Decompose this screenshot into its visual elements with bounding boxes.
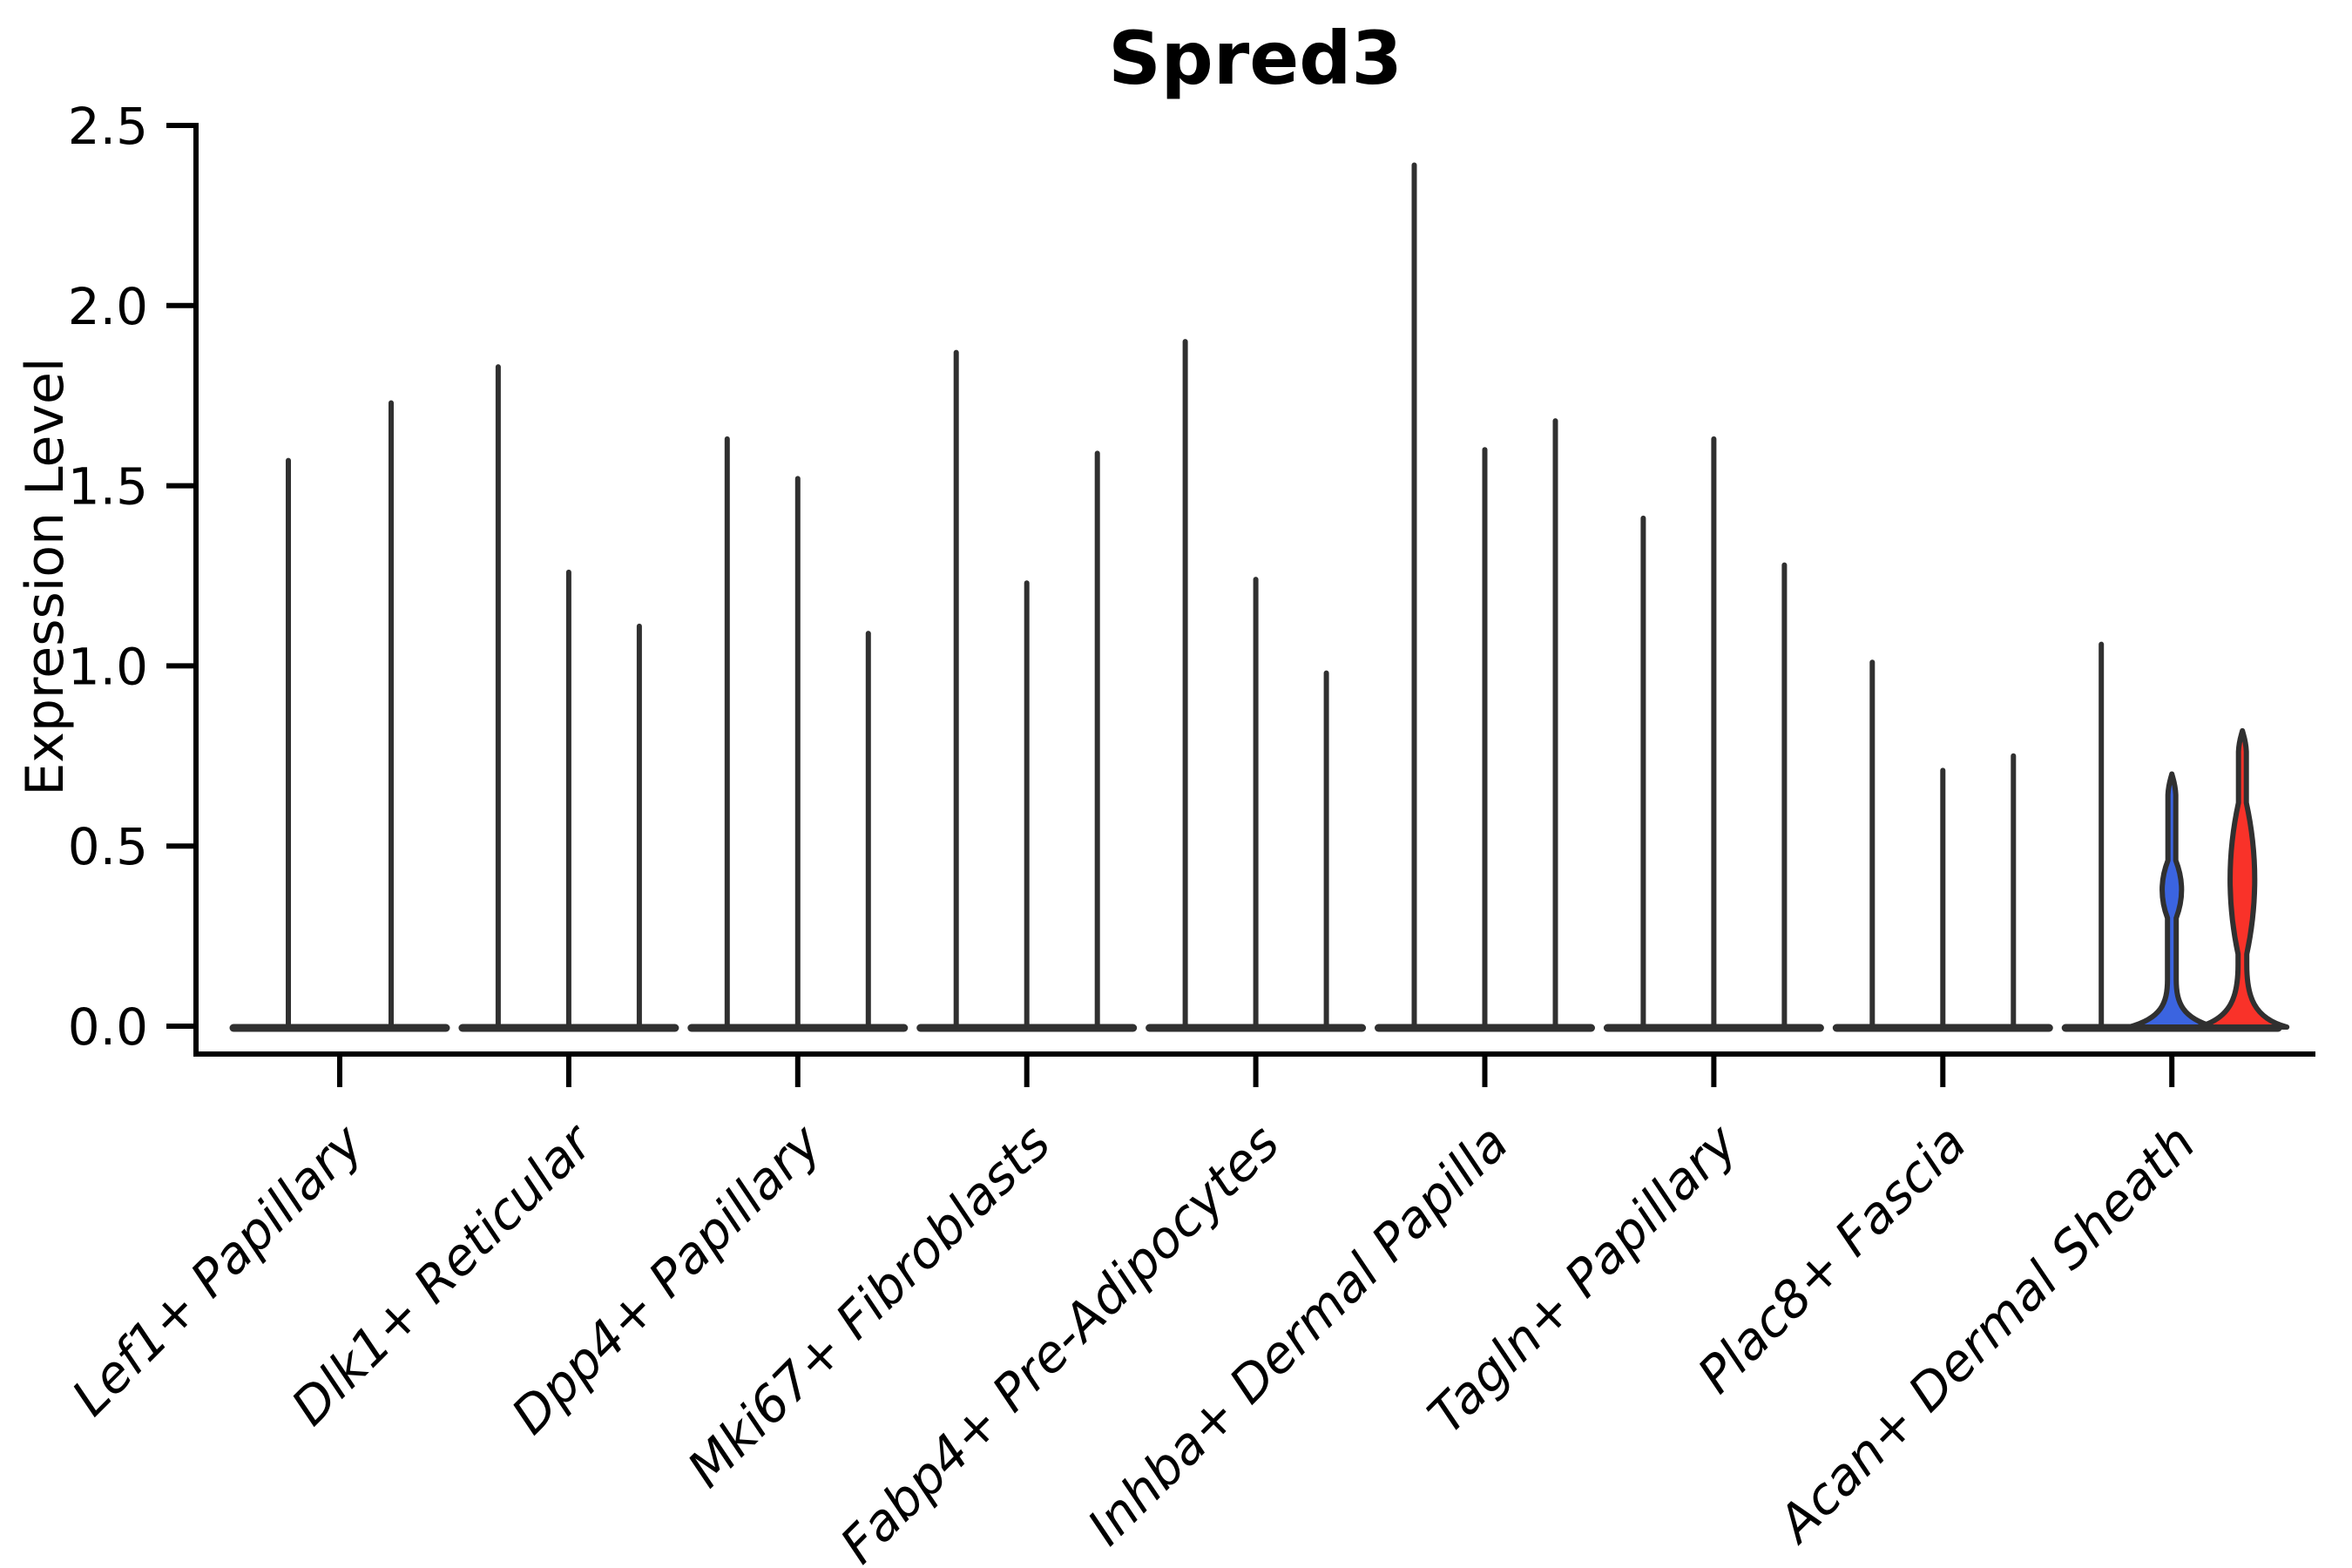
x-tick-label: Acan+ Dermal Sheath: [1764, 1113, 2207, 1556]
x-tick-label: Fabp4+ Pre-Adipocytes: [828, 1113, 1290, 1568]
y-tick-label: 0.0: [68, 997, 148, 1057]
x-tick-label: Inhba+ Dermal Papilla: [1076, 1113, 1519, 1557]
violin-filled: [2126, 771, 2218, 1030]
y-tick-label: 2.0: [68, 277, 148, 336]
y-axis-label: Expression Level: [15, 357, 76, 795]
y-tick-label: 1.0: [68, 637, 148, 696]
violin-filled: [2195, 727, 2290, 1030]
y-tick-label: 1.5: [68, 457, 148, 517]
chart-title: Spred3: [1108, 16, 1402, 101]
y-tick-label: 2.5: [68, 97, 148, 156]
y-tick-label: 0.5: [68, 817, 148, 876]
